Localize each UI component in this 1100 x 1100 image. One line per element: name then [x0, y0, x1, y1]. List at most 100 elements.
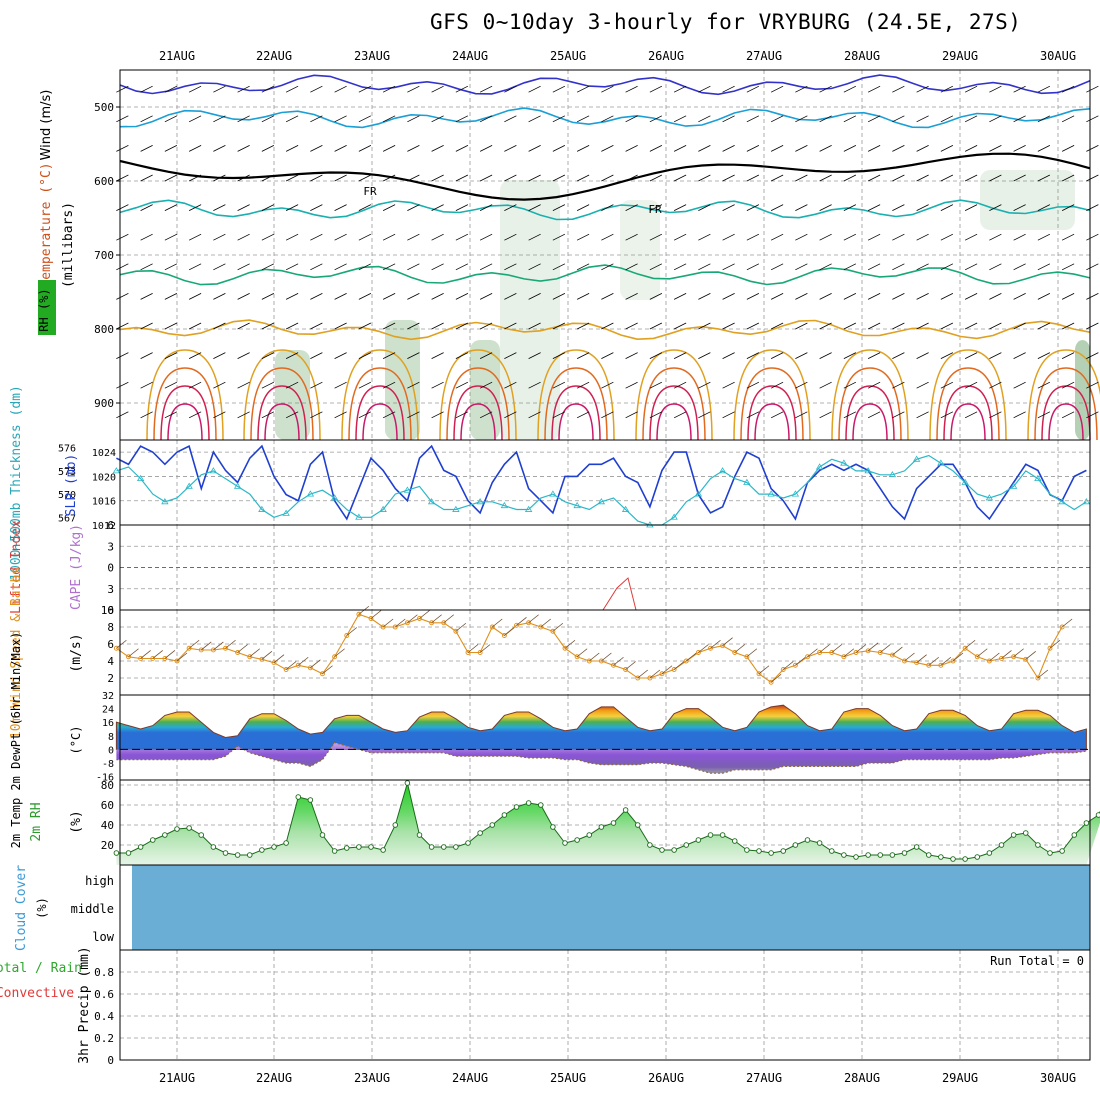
wind-barb — [164, 411, 178, 419]
wind-barb — [479, 263, 493, 271]
wind-barb — [843, 293, 857, 300]
thickness-marker — [549, 490, 557, 497]
wind-barb — [504, 322, 517, 330]
rh-legend-swatch — [38, 280, 56, 335]
wind-barb — [310, 322, 323, 330]
wind-barb — [722, 381, 735, 389]
rh-point — [149, 837, 156, 843]
wind-barb-10m — [940, 656, 952, 666]
wind-barb — [795, 115, 808, 123]
rh-point — [1010, 832, 1017, 838]
temp-tick-label: 24 — [102, 705, 114, 716]
wind-barb-10m — [431, 614, 442, 624]
wind-barb — [964, 411, 978, 419]
wind-barb-10m — [1025, 650, 1036, 660]
warm-contour — [544, 367, 608, 441]
wind-barb — [285, 411, 299, 419]
wind-barb-10m — [140, 650, 151, 659]
wind-speed-point — [295, 662, 301, 668]
wind-barb — [1013, 293, 1026, 300]
wind-barb — [1061, 381, 1075, 389]
wind-speed-point — [174, 658, 180, 664]
date-label-top: 29AUG — [942, 49, 978, 63]
wind-barb — [213, 381, 226, 389]
wind-speed-point — [514, 622, 519, 628]
wind-barb-10m — [758, 665, 770, 675]
wind-barb — [504, 352, 517, 359]
wind-barb — [673, 174, 687, 182]
rh-point — [465, 840, 471, 846]
wind-speed-point — [671, 667, 677, 672]
wind-barb — [746, 233, 760, 241]
wind-barb — [334, 381, 347, 389]
thickness-marker — [403, 486, 412, 493]
wind-speed-point — [198, 647, 204, 653]
wind-barb-10m — [952, 652, 964, 662]
wind-barb — [698, 381, 711, 389]
wind-barb — [358, 204, 372, 211]
wind-barb — [770, 85, 784, 93]
rh-point — [271, 844, 277, 850]
isotherm-15 — [119, 319, 1091, 341]
rh-point — [598, 824, 605, 830]
wind-barb — [455, 115, 469, 123]
wind-barb-10m — [867, 642, 879, 652]
wind-barb — [1061, 85, 1075, 93]
wind-barb — [407, 85, 420, 93]
wind-barb — [528, 204, 541, 211]
wind-barb — [285, 352, 299, 359]
wind-barb — [843, 174, 857, 182]
wind-barb-10m — [164, 650, 176, 659]
wind-barb — [867, 322, 881, 330]
wind-speed-point — [1059, 624, 1065, 630]
wind-barb-10m — [516, 616, 527, 626]
wind-speed-point — [186, 645, 192, 651]
rh-point — [792, 842, 799, 848]
wind-speed-point — [138, 656, 144, 661]
thickness-marker — [209, 467, 218, 474]
rh-point — [113, 850, 120, 856]
wind-barb — [649, 204, 663, 211]
rh-point — [695, 837, 702, 843]
dewpoint-area — [116, 742, 1087, 774]
wind-barb — [940, 204, 954, 211]
rh-tick-label: 80 — [101, 779, 114, 792]
wind-barb — [285, 293, 299, 300]
wind-barb — [140, 204, 153, 211]
wind-barb — [382, 411, 396, 419]
wind-barb — [504, 263, 517, 271]
wind-barb — [746, 293, 760, 300]
wind-barb — [867, 115, 881, 123]
wind-barb — [649, 352, 663, 359]
wind-barb — [431, 145, 444, 152]
wind-barb — [698, 204, 711, 211]
wind-barb — [528, 85, 541, 93]
wind-barb — [916, 381, 929, 389]
wind-barb-10m — [722, 637, 733, 647]
rh-point — [719, 832, 726, 838]
wind-speed-line — [116, 613, 1063, 684]
wind-barb — [552, 174, 566, 182]
rh-point — [877, 852, 884, 858]
wind-barb — [940, 233, 954, 241]
wind-barb-10m — [831, 644, 842, 653]
wind-barb — [1037, 233, 1051, 241]
label-convective: Convective — [0, 986, 74, 1001]
wind-barb — [116, 174, 129, 182]
wind-barb — [576, 411, 590, 419]
wind-barb — [843, 85, 857, 93]
wind-speed-point — [889, 652, 895, 658]
wind-barb — [116, 263, 129, 271]
wind-barb — [601, 411, 614, 419]
thickness-tick-label: 573 — [58, 467, 76, 478]
wind-barb — [140, 174, 153, 182]
wind-tick-label: 4 — [107, 655, 114, 668]
wind-barb — [989, 145, 1002, 152]
wind-barb — [431, 381, 444, 389]
wind-speed-point — [623, 667, 629, 672]
wind-barb — [964, 85, 978, 93]
wind-barb — [1086, 204, 1099, 211]
warm-contour — [733, 349, 811, 441]
wind-barb — [358, 174, 372, 182]
wind-barb — [698, 322, 711, 330]
